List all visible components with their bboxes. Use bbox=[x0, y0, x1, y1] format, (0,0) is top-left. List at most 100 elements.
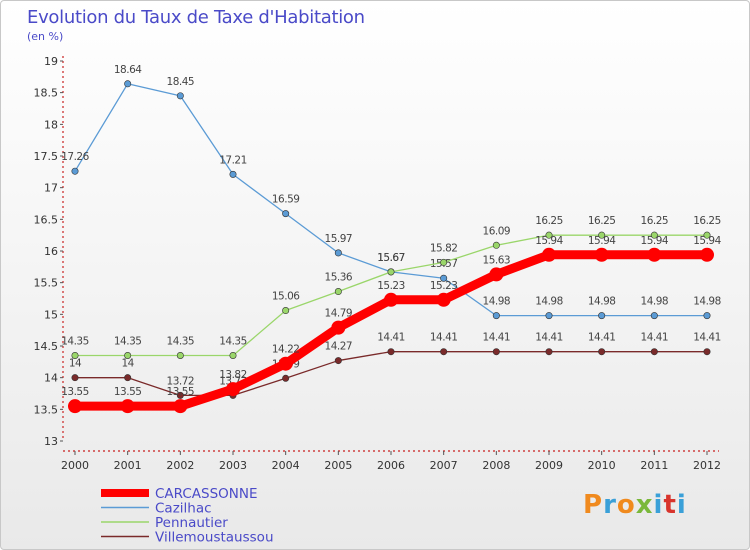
data-point bbox=[68, 399, 82, 414]
data-label: 14.35 bbox=[167, 336, 195, 348]
data-label: 15.23 bbox=[377, 280, 405, 292]
x-tick-label: 2001 bbox=[114, 459, 142, 472]
series-layer: 17.2618.6418.4517.2116.5915.9715.6715.57… bbox=[61, 64, 722, 414]
logo-letter: r bbox=[603, 490, 617, 520]
y-tick-label: 17.5 bbox=[34, 150, 59, 163]
data-label: 14.41 bbox=[693, 332, 721, 344]
x-tick-label: 2004 bbox=[272, 459, 300, 472]
data-label: 15.82 bbox=[430, 242, 458, 254]
data-label: 17.21 bbox=[219, 154, 247, 166]
data-point bbox=[71, 351, 79, 359]
logo-letter: P bbox=[583, 490, 604, 520]
data-label: 14.79 bbox=[325, 308, 353, 320]
data-label: 15.94 bbox=[535, 235, 563, 247]
data-label: 16.25 bbox=[535, 215, 563, 227]
logo-letter: t bbox=[663, 490, 677, 520]
data-point bbox=[331, 320, 346, 335]
y-tick-label: 19 bbox=[44, 55, 58, 68]
data-label: 13.55 bbox=[114, 386, 142, 398]
logo-letter: o bbox=[616, 490, 636, 520]
data-point bbox=[440, 258, 448, 266]
data-label: 18.45 bbox=[167, 76, 195, 88]
data-point bbox=[278, 356, 293, 371]
data-point bbox=[440, 348, 448, 356]
data-point bbox=[703, 312, 711, 320]
data-point bbox=[545, 348, 553, 356]
data-label: 14.98 bbox=[641, 296, 669, 308]
data-point bbox=[282, 374, 290, 382]
data-label: 14 bbox=[69, 358, 82, 370]
y-tick-label: 13 bbox=[44, 435, 58, 448]
data-point bbox=[598, 312, 606, 320]
x-tick-label: 2000 bbox=[61, 459, 89, 472]
data-point bbox=[700, 247, 714, 262]
data-point bbox=[124, 351, 132, 359]
x-tick-label: 2010 bbox=[588, 459, 616, 472]
data-label: 14.98 bbox=[588, 296, 616, 308]
series-carcassonne: 13.55 13.55 13.55 13.82 14.22 14.79 15.23 15.23… bbox=[61, 235, 722, 414]
data-point bbox=[650, 348, 658, 356]
data-label: 15.36 bbox=[325, 272, 353, 284]
data-label: 14.98 bbox=[535, 296, 563, 308]
data-point bbox=[124, 374, 132, 382]
data-point bbox=[176, 391, 184, 399]
data-label: 15.06 bbox=[272, 291, 300, 303]
data-label: 14.98 bbox=[693, 296, 721, 308]
data-label: 14.41 bbox=[483, 332, 511, 344]
data-point bbox=[387, 348, 395, 356]
data-point bbox=[440, 274, 448, 282]
proxiti-logo: Proxiti bbox=[583, 490, 687, 520]
data-point bbox=[229, 170, 237, 178]
data-label: 16.25 bbox=[693, 215, 721, 227]
data-point bbox=[650, 312, 658, 320]
data-point bbox=[489, 267, 504, 282]
data-point bbox=[334, 288, 342, 296]
data-label: 13.72 bbox=[167, 375, 195, 387]
legend-label: Pennautier bbox=[155, 515, 228, 531]
chart-subtitle: (en %) bbox=[27, 30, 64, 43]
data-point bbox=[334, 249, 342, 257]
data-point bbox=[545, 312, 553, 320]
data-label: 15.67 bbox=[377, 252, 405, 264]
data-label: 13.55 bbox=[167, 386, 195, 398]
y-tick-label: 16.5 bbox=[34, 213, 59, 226]
legend-label: CARCASSONNE bbox=[155, 486, 258, 502]
x-tick-label: 2003 bbox=[219, 459, 247, 472]
x-tick-label: 2006 bbox=[377, 459, 405, 472]
axes: 13 13.5 14 14.5 15 15.5 16 16.5 17 17.5 18 18.5 19 20… bbox=[34, 55, 722, 472]
data-label: 14 bbox=[121, 358, 134, 370]
data-label: 15.97 bbox=[325, 233, 353, 245]
logo-letter: x bbox=[635, 490, 654, 520]
data-point bbox=[176, 351, 184, 359]
data-label: 13.82 bbox=[219, 369, 247, 381]
data-point bbox=[650, 231, 658, 239]
x-tick-label: 2011 bbox=[640, 459, 668, 472]
y-tick-label: 18.5 bbox=[34, 87, 59, 100]
data-label: 15.63 bbox=[483, 254, 511, 266]
data-point bbox=[282, 210, 290, 218]
data-label: 14.22 bbox=[272, 344, 300, 356]
y-tick-label: 17 bbox=[44, 182, 58, 195]
y-tick-label: 14.5 bbox=[34, 340, 59, 353]
data-point bbox=[598, 231, 606, 239]
logo-letter: i bbox=[653, 490, 664, 520]
y-tick-label: 15.5 bbox=[34, 277, 59, 290]
data-point bbox=[387, 268, 395, 276]
data-label: 15.94 bbox=[641, 235, 669, 247]
data-point bbox=[229, 351, 237, 359]
series-pennautier: 14.35 14.35 14.35 14.35 15.06 15.36 15.67 15.82… bbox=[61, 215, 721, 359]
data-point bbox=[598, 348, 606, 356]
data-label: 16.25 bbox=[588, 215, 616, 227]
data-point bbox=[703, 348, 711, 356]
data-point bbox=[334, 357, 342, 365]
y-tick-label: 14 bbox=[44, 372, 58, 385]
y-tick-label: 18 bbox=[44, 118, 58, 131]
x-tick-label: 2008 bbox=[482, 459, 510, 472]
data-label: 15.94 bbox=[588, 235, 616, 247]
data-point bbox=[492, 312, 500, 320]
data-point bbox=[384, 292, 398, 307]
data-label: 17.26 bbox=[61, 151, 89, 163]
data-label: 16.25 bbox=[641, 215, 669, 227]
y-tick-label: 15 bbox=[44, 308, 58, 321]
